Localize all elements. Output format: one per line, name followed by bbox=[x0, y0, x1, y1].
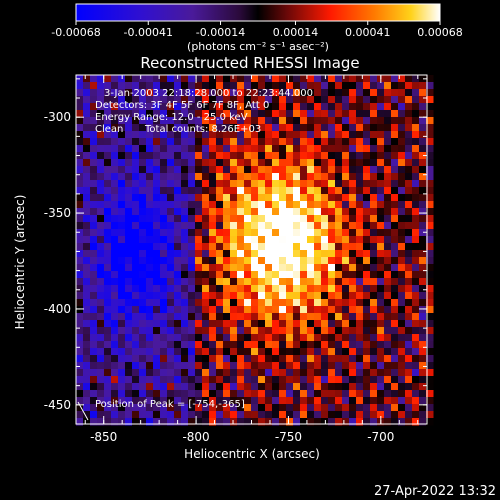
y-axis-label: Heliocentric Y (arcsec) bbox=[13, 195, 27, 330]
x-axis-label: Heliocentric X (arcsec) bbox=[184, 447, 320, 461]
info-time-range: 3-Jan-2003 22:18:28.000 to 22:23:44.000 bbox=[104, 88, 313, 99]
colorbar-tick-label: -0.00068 bbox=[51, 26, 100, 39]
colorbar-ticks: -0.00068 -0.00041 -0.00014 0.00014 0.00041 0.… bbox=[51, 21, 463, 39]
info-energy: Energy Range: 12.0 - 25.0 keV bbox=[95, 112, 248, 123]
colorbar-tick-label: 0.00014 bbox=[273, 26, 319, 39]
y-tick-label: -300 bbox=[44, 110, 71, 124]
x-tick-label: -800 bbox=[182, 430, 209, 444]
colorbar bbox=[75, 3, 441, 22]
info-counts: Total counts: 8.26E+03 bbox=[144, 124, 261, 135]
plot-title: Reconstructed RHESSI Image bbox=[140, 54, 359, 72]
colorbar-tick-label: -0.00014 bbox=[196, 26, 245, 39]
x-tick-label: -850 bbox=[90, 430, 117, 444]
rhessi-image bbox=[76, 75, 434, 426]
timestamp: 27-Apr-2022 13:32 bbox=[374, 484, 496, 499]
x-tick-label: -750 bbox=[275, 430, 302, 444]
corner-mark bbox=[77, 401, 89, 421]
y-tick-label: -350 bbox=[44, 206, 71, 220]
info-peak: Position of Peak = [-754,-365] bbox=[95, 399, 245, 410]
info-detectors: Detectors: 3F 4F 5F 6F 7F 8F, Att 0 bbox=[95, 100, 269, 111]
colorbar-tick-label: 0.00041 bbox=[345, 26, 391, 39]
y-tick-label: -450 bbox=[44, 398, 71, 412]
info-algorithm: Clean bbox=[95, 124, 123, 135]
colorbar-tick-label: -0.00041 bbox=[124, 26, 173, 39]
axis-ticks: -850 -800 -750 -700 -300 -350 -400 -450 bbox=[44, 75, 427, 444]
colorbar-unit-label: (photons cm⁻² s⁻¹ asec⁻²) bbox=[187, 40, 329, 53]
colorbar-tick-label: 0.00068 bbox=[417, 26, 463, 39]
y-tick-label: -400 bbox=[44, 302, 71, 316]
x-tick-label: -700 bbox=[367, 430, 394, 444]
